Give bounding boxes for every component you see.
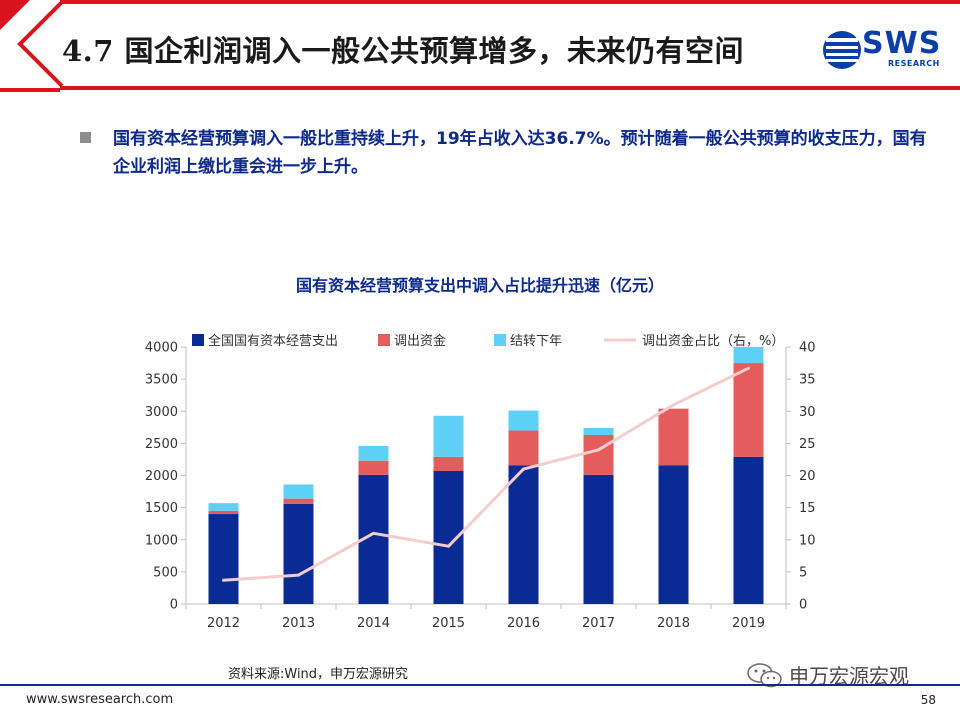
legend-label-2: 调出资金 (394, 333, 446, 349)
bar-2-2014 (358, 460, 389, 475)
ratio-line (223, 366, 750, 582)
x-tick-label: 2014 (357, 616, 390, 631)
bar-3-2019 (733, 347, 764, 364)
bar-2-2017 (583, 435, 614, 475)
logo-text: SWS (862, 26, 942, 61)
bar-3-2015 (433, 415, 464, 457)
bar-2-2013 (283, 498, 314, 504)
chart-title: 国有资本经营预算支出中调入占比提升迅速（亿元） (295, 276, 664, 295)
right-tick-label: 40 (799, 341, 816, 356)
bullet-square-icon (80, 132, 91, 143)
bar-2-2015 (433, 456, 464, 472)
sws-logo: SWS RESEARCH (822, 26, 942, 72)
bar-3-2014 (358, 445, 389, 461)
bar-1-2017 (583, 474, 614, 604)
x-tick-label: 2017 (582, 616, 615, 631)
page-title: 4.7 国企利润调入一般公共预算增多，未来仍有空间 (62, 34, 745, 68)
legend-label-3: 结转下年 (510, 334, 562, 349)
x-tick-label: 2018 (657, 616, 690, 631)
stacked-bar-line-chart: 0 500 1000 1500 2000 2500 3000 3500 4000 0 5 10 15 20… (145, 333, 816, 631)
ratio-point-2016 (522, 467, 525, 471)
header-decoration (0, 0, 960, 92)
footer-url: www.swsresearch.com (26, 692, 174, 707)
left-tick-label: 4000 (145, 341, 178, 356)
left-tick-label: 3500 (145, 373, 178, 388)
ratio-point-2013 (297, 573, 300, 577)
left-tick-label: 3000 (145, 405, 178, 420)
bar-1-2016 (508, 465, 539, 604)
bar-1-2012 (208, 514, 239, 604)
right-tick-label: 20 (799, 469, 816, 484)
legend-label-1: 全国国有资本经营支出 (208, 333, 338, 349)
sws-logo-icon (823, 31, 861, 69)
right-tick-label: 25 (799, 437, 816, 452)
legend-swatch-3 (494, 334, 506, 346)
left-tick-label: 2000 (145, 469, 178, 484)
left-tick-label: 1500 (145, 501, 178, 516)
x-tick-label: 2012 (207, 616, 240, 631)
right-tick-label: 35 (799, 373, 816, 388)
bar-3-2016 (508, 410, 539, 431)
bar-2-2019 (733, 363, 764, 457)
bar-3-2017 (583, 427, 614, 436)
bar-1-2018 (658, 465, 689, 604)
legend-swatch-1 (192, 334, 204, 346)
ratio-point-2015 (447, 544, 450, 548)
source-note: 资料来源:Wind，申万宏源研究 (228, 667, 409, 682)
bar-2-2012 (208, 510, 239, 515)
wechat-icon (747, 663, 782, 688)
ratio-point-2018 (672, 403, 675, 407)
bar-3-2012 (208, 503, 239, 511)
bar-1-2013 (283, 503, 314, 604)
logo-subtext: RESEARCH (888, 59, 940, 68)
bar-1-2019 (733, 456, 764, 604)
x-tick-label: 2019 (732, 616, 765, 631)
page-number: 58 (920, 693, 936, 707)
x-tick-label: 2013 (282, 616, 315, 631)
footer-divider (0, 684, 960, 686)
left-tick-label: 500 (153, 565, 178, 580)
right-tick-label: 15 (799, 501, 816, 516)
ratio-point-2012 (222, 578, 225, 582)
legend-label-4: 调出资金占比（右，%） (642, 333, 784, 349)
right-tick-label: 30 (799, 405, 816, 420)
ratio-point-2019 (747, 366, 750, 370)
bar-3-2013 (283, 484, 314, 499)
bar-2-2018 (658, 408, 689, 466)
ratio-point-2017 (597, 448, 600, 452)
slide-header: 4.7 国企利润调入一般公共预算增多，未来仍有空间 SWS RESEARCH (0, 0, 960, 100)
left-tick-label: 1000 (145, 533, 178, 548)
legend-swatch-2 (378, 334, 390, 346)
bar-2-2016 (508, 430, 539, 466)
ratio-point-2014 (372, 531, 375, 535)
right-tick-label: 5 (799, 565, 807, 580)
right-tick-label: 10 (799, 533, 816, 548)
right-tick-label: 0 (799, 598, 807, 613)
x-tick-label: 2016 (507, 616, 540, 631)
left-tick-label: 2500 (145, 437, 178, 452)
left-tick-label: 0 (170, 598, 178, 613)
bullet-text: 国有资本经营预算调入一般比重持续上升，19年占收入达36.7%。预计随着一般公共… (113, 129, 927, 177)
x-tick-label: 2015 (432, 616, 465, 631)
